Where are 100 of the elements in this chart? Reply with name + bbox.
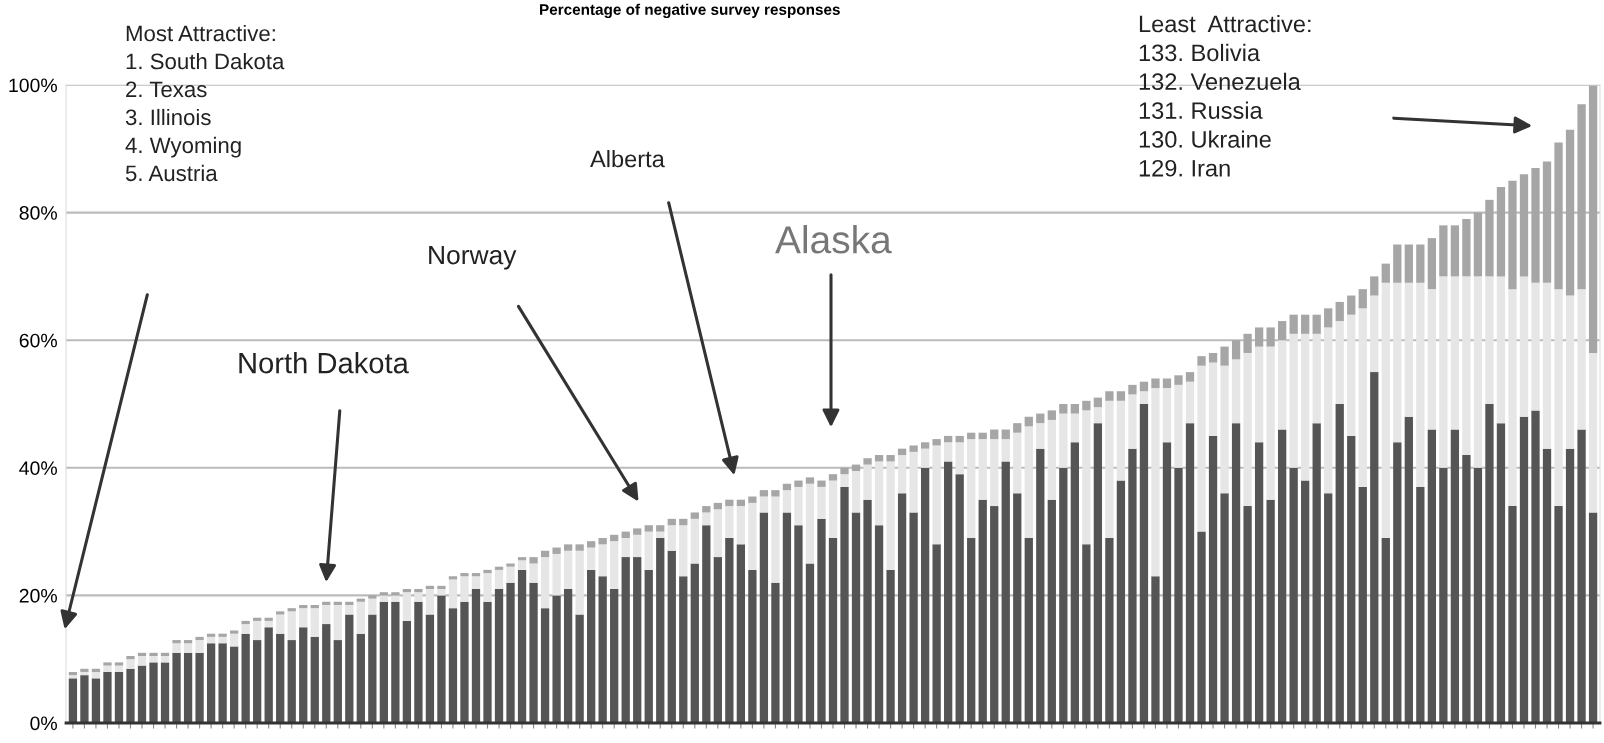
y-tick-label: 60% — [19, 333, 57, 348]
bar — [506, 582, 515, 723]
bar — [633, 534, 642, 558]
bar — [299, 608, 308, 628]
bar — [1024, 416, 1033, 427]
bar — [771, 496, 780, 583]
bar — [1174, 384, 1183, 468]
bar — [218, 643, 227, 723]
bar — [886, 569, 895, 723]
bar — [206, 633, 216, 637]
bar — [851, 512, 861, 723]
bar — [1450, 225, 1460, 277]
bar — [1070, 442, 1079, 723]
bar — [840, 486, 849, 723]
bar — [874, 455, 884, 462]
bar — [1197, 365, 1206, 532]
bar — [183, 643, 193, 653]
bar — [1151, 388, 1160, 577]
bar — [471, 576, 481, 590]
bar — [1116, 480, 1126, 723]
chart-title: Percentage of negative survey responses — [540, 3, 840, 19]
bar — [1358, 289, 1367, 309]
bar — [414, 601, 423, 723]
bar — [690, 518, 699, 564]
bar — [978, 439, 987, 500]
bar — [967, 439, 976, 538]
bar — [1289, 333, 1298, 468]
bar — [1531, 282, 1540, 411]
bar — [253, 617, 262, 621]
bar — [333, 640, 342, 723]
bar — [598, 537, 607, 545]
bar — [1508, 506, 1517, 723]
bar — [253, 620, 262, 641]
bar — [644, 531, 653, 570]
bar — [944, 435, 953, 443]
bar — [1542, 448, 1552, 723]
bar — [610, 589, 619, 723]
bar — [137, 665, 147, 723]
bar — [529, 582, 538, 723]
bar — [1542, 161, 1552, 283]
bar — [1093, 397, 1103, 408]
bar — [690, 512, 699, 519]
bar — [1162, 442, 1172, 723]
bar — [1231, 359, 1241, 424]
bar — [817, 480, 826, 487]
bar — [241, 633, 250, 723]
bar — [805, 483, 815, 564]
bar — [241, 620, 250, 625]
bar — [322, 624, 331, 723]
bar — [402, 589, 412, 593]
bar — [1220, 493, 1229, 723]
bar — [1577, 104, 1586, 290]
bar — [195, 640, 204, 653]
bar — [1036, 448, 1045, 723]
bar — [1427, 238, 1436, 290]
bar — [1024, 426, 1033, 538]
bar — [1381, 263, 1390, 283]
bar — [1208, 362, 1218, 436]
bar — [1128, 448, 1137, 723]
bar — [1093, 407, 1103, 424]
bar — [563, 550, 573, 590]
bar — [230, 646, 239, 723]
bar — [1427, 289, 1436, 430]
bar — [1358, 308, 1367, 487]
bar — [471, 589, 481, 723]
bar — [1185, 423, 1195, 723]
bar — [1496, 423, 1506, 723]
bar — [425, 585, 435, 590]
bar — [1105, 391, 1114, 401]
bar — [1519, 276, 1529, 417]
bar — [206, 643, 216, 723]
bar — [287, 611, 296, 641]
bar — [437, 595, 446, 723]
bar — [80, 668, 89, 672]
bar — [1381, 537, 1390, 723]
bar — [1358, 486, 1367, 723]
bar — [598, 576, 607, 723]
bar — [172, 643, 181, 653]
bar — [1485, 199, 1494, 277]
bar — [656, 537, 665, 723]
bar — [1185, 372, 1195, 382]
bar — [1013, 423, 1022, 433]
bar — [276, 611, 285, 615]
bar — [1001, 429, 1010, 440]
bar — [621, 531, 630, 538]
bar — [932, 439, 941, 446]
bar — [736, 544, 746, 723]
bar — [713, 557, 722, 723]
bar — [517, 569, 527, 723]
bar — [1047, 419, 1056, 500]
bar — [437, 585, 446, 590]
bar — [264, 627, 273, 723]
bar — [563, 544, 573, 551]
bar — [840, 467, 849, 475]
bar — [425, 614, 435, 723]
bar — [990, 506, 999, 723]
bar — [990, 429, 999, 440]
bar — [633, 528, 642, 535]
bar — [172, 652, 181, 723]
bar — [1416, 486, 1425, 723]
